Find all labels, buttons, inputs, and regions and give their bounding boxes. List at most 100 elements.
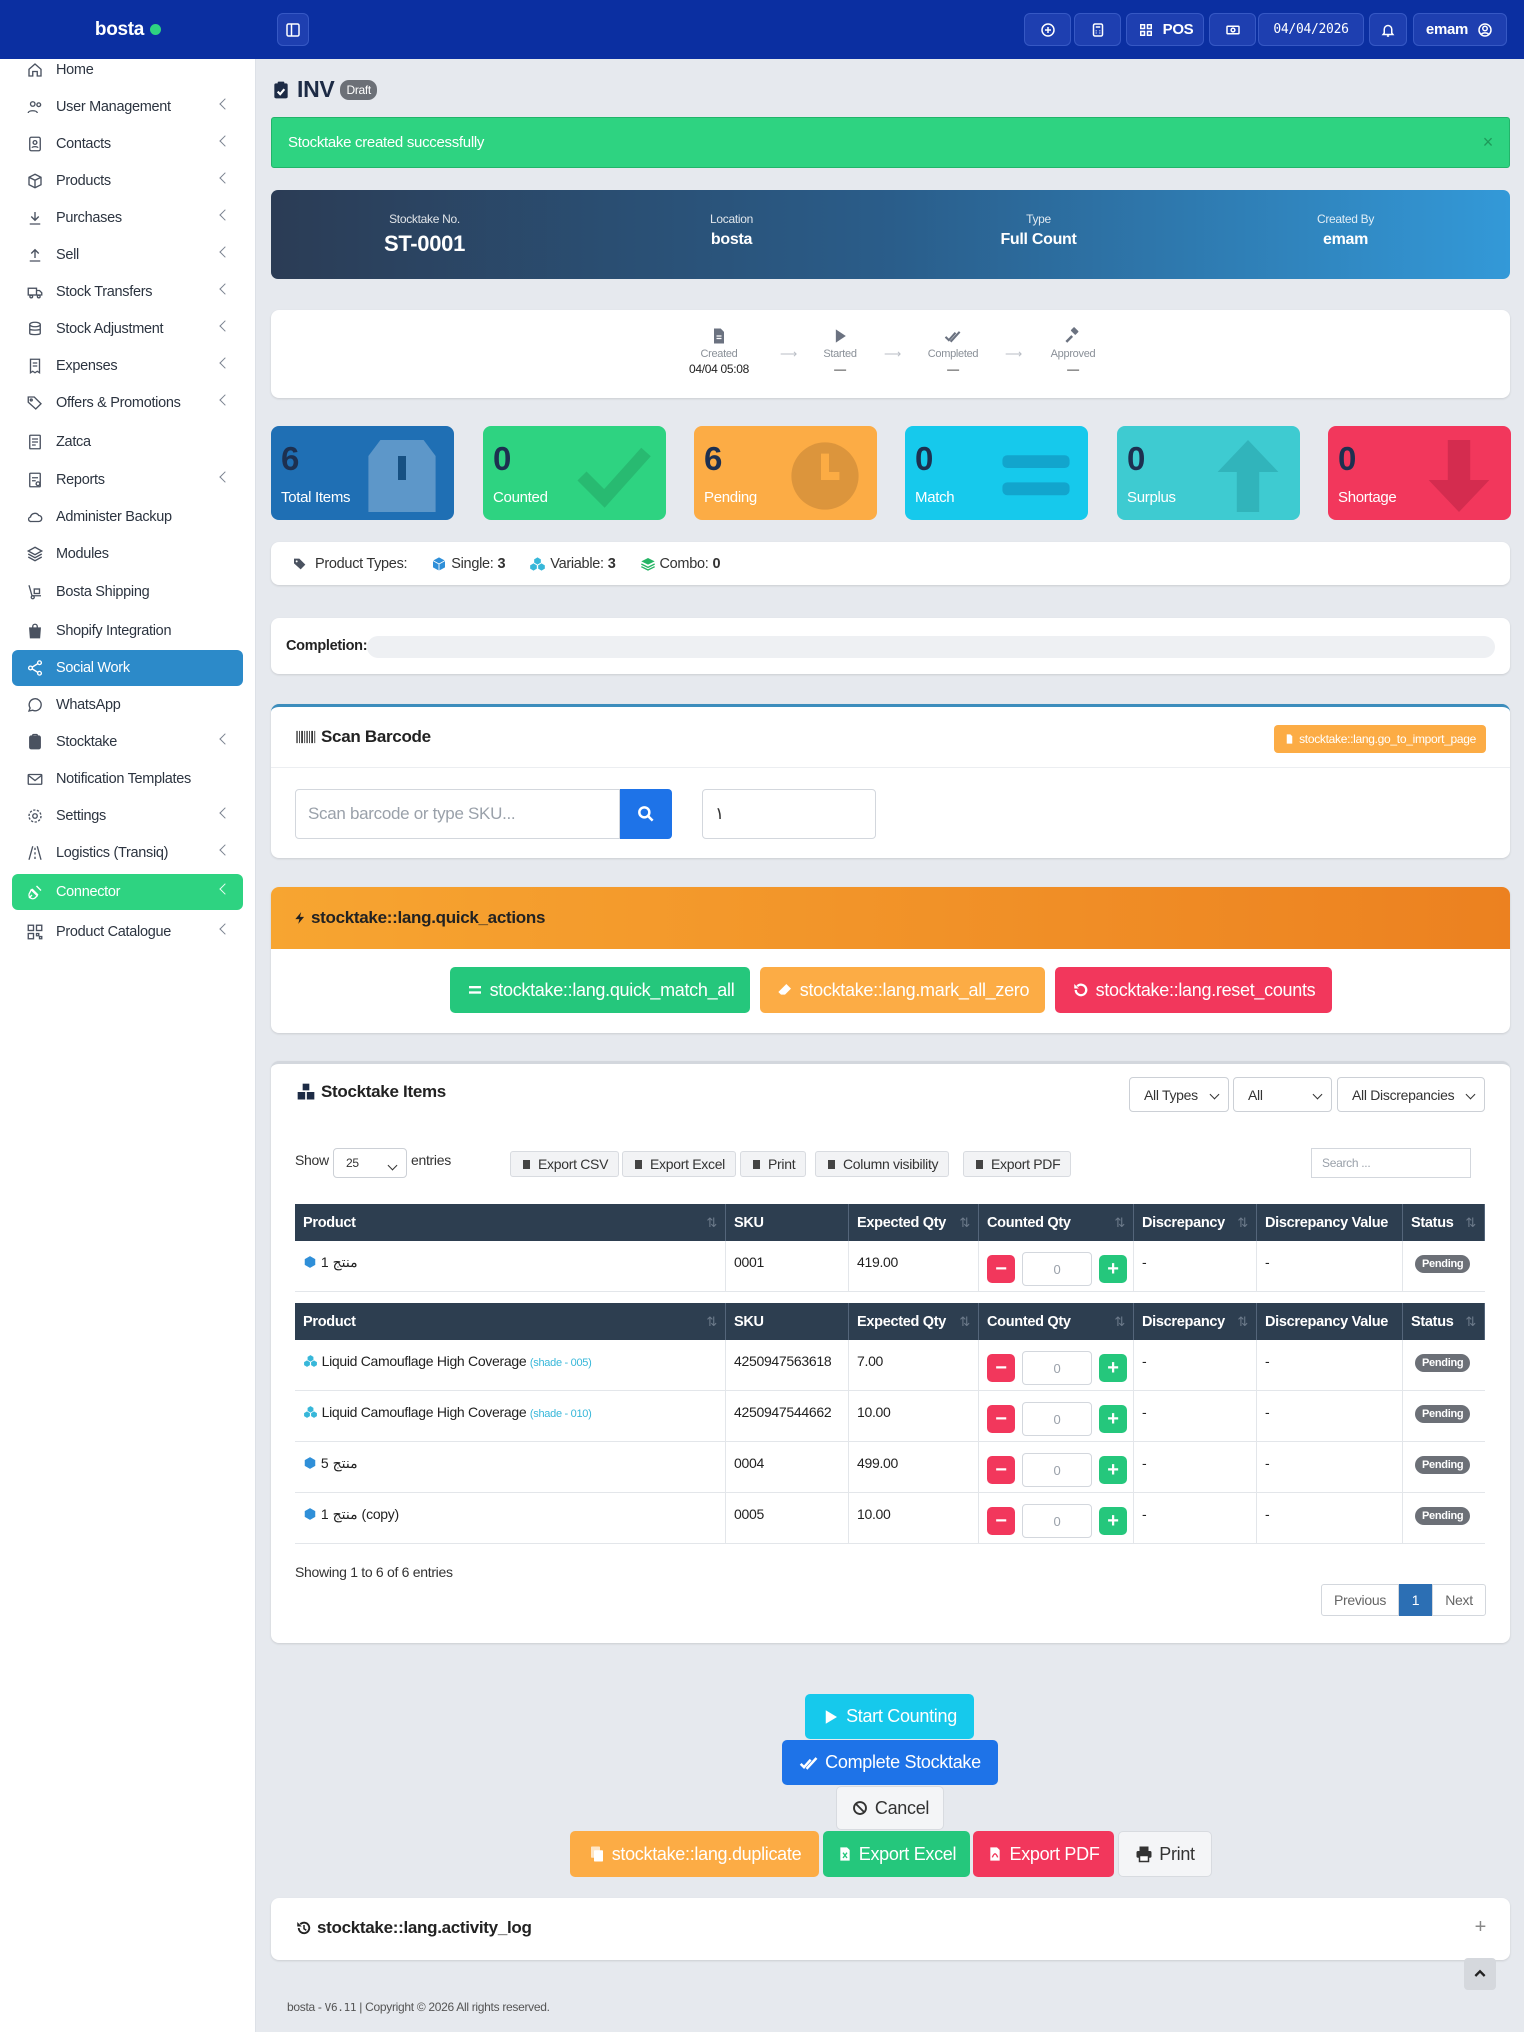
decrement-button[interactable]: − <box>987 1405 1015 1433</box>
sidebar-item-products[interactable]: Products <box>12 163 243 199</box>
page-size-select[interactable]: 25 <box>333 1148 407 1178</box>
increment-button[interactable]: + <box>1099 1354 1127 1382</box>
column-header-label: Discrepancy Value <box>1265 1313 1389 1330</box>
column-header-discrepancy[interactable]: Discrepancy ⇅ <box>1134 1204 1257 1241</box>
increment-button[interactable]: + <box>1099 1255 1127 1283</box>
sidebar-item-user-management[interactable]: User Management <box>12 89 243 125</box>
activity-log-toggle[interactable]: + <box>1474 1916 1487 1938</box>
add-button[interactable] <box>1024 13 1071 46</box>
column-header-status[interactable]: Status ⇅ <box>1403 1303 1485 1340</box>
column-header-product[interactable]: Product ⇅ <box>295 1303 726 1340</box>
sidebar-item-social-work[interactable]: Social Work <box>12 650 243 686</box>
tool-print-button[interactable]: Print <box>740 1151 807 1177</box>
tool-export-pdf-button[interactable]: Export PDF <box>963 1151 1072 1177</box>
discrepancy-filter-select[interactable]: All Discrepancies <box>1337 1077 1485 1112</box>
tool-column-visibility-button[interactable]: Column visibility <box>815 1151 950 1177</box>
date-display: 04/04/2026 <box>1258 13 1364 46</box>
duplicate-button[interactable]: stocktake::lang.duplicate <box>570 1831 819 1877</box>
sidebar-item-zatca[interactable]: Zatca <box>12 424 243 460</box>
sidebar-item-home[interactable]: Home <box>12 52 243 88</box>
sidebar-item-bosta-shipping[interactable]: Bosta Shipping <box>12 574 243 610</box>
counted-qty-input[interactable]: 0 <box>1022 1402 1092 1436</box>
barcode-search-button[interactable] <box>620 789 672 839</box>
sidebar-item-contacts[interactable]: Contacts <box>12 126 243 162</box>
calculator-button[interactable] <box>1074 13 1121 46</box>
cancel-button[interactable]: Cancel <box>836 1786 944 1830</box>
sidebar-item-whatsapp[interactable]: WhatsApp <box>12 687 243 723</box>
alert-close-button[interactable]: × <box>1482 132 1494 152</box>
sidebar-item-label: Products <box>56 173 111 189</box>
sidebar-item-product-catalogue[interactable]: Product Catalogue <box>12 914 243 950</box>
increment-button[interactable]: + <box>1099 1507 1127 1535</box>
sidebar-item-label: Reports <box>56 472 105 488</box>
tool-export-csv-button[interactable]: Export CSV <box>510 1151 620 1177</box>
notifications-button[interactable] <box>1369 13 1407 46</box>
cash-button[interactable] <box>1209 13 1256 46</box>
cubes-icon <box>530 556 546 571</box>
counted-qty-input[interactable]: 0 <box>1022 1252 1092 1286</box>
sidebar-item-settings[interactable]: Settings <box>12 798 243 834</box>
barcode-search-input[interactable]: Scan barcode or type SKU... <box>295 789 620 839</box>
status-filter-select[interactable]: All <box>1233 1077 1332 1112</box>
column-header-discrepancy-value[interactable]: Discrepancy Value <box>1257 1303 1403 1340</box>
brand-logo[interactable]: bosta <box>0 0 256 59</box>
column-header-counted-qty[interactable]: Counted Qty ⇅ <box>979 1303 1134 1340</box>
column-header-expected-qty[interactable]: Expected Qty ⇅ <box>849 1204 979 1241</box>
column-header-discrepancy[interactable]: Discrepancy ⇅ <box>1134 1303 1257 1340</box>
quick-match-all-button[interactable]: stocktake::lang.quick_match_all <box>450 967 750 1013</box>
sidebar-item-modules[interactable]: Modules <box>12 536 243 572</box>
import-page-button[interactable]: stocktake::lang.go_to_import_page <box>1274 725 1486 753</box>
decrement-button[interactable]: − <box>987 1354 1015 1382</box>
location-block: Location bosta <box>578 212 885 249</box>
sidebar-item-stock-transfers[interactable]: Stock Transfers <box>12 274 243 310</box>
counted-qty-cell: −0 + <box>979 1391 1134 1442</box>
quantity-input[interactable]: ١ <box>702 789 876 839</box>
pagination-previous[interactable]: Previous <box>1321 1584 1399 1616</box>
sidebar-item-stocktake[interactable]: Stocktake <box>12 724 243 760</box>
column-header-counted-qty[interactable]: Counted Qty ⇅ <box>979 1204 1134 1241</box>
column-header-sku[interactable]: SKU <box>726 1303 849 1340</box>
decrement-button[interactable]: − <box>987 1255 1015 1283</box>
sidebar-item-shopify-integration[interactable]: Shopify Integration <box>12 613 243 649</box>
start-counting-button[interactable]: Start Counting <box>805 1694 974 1739</box>
counted-qty-input[interactable]: 0 <box>1022 1504 1092 1538</box>
reset-counts-button[interactable]: stocktake::lang.reset_counts <box>1055 967 1332 1013</box>
back-to-top-button[interactable] <box>1464 1958 1496 1990</box>
sidebar-item-notification-templates[interactable]: Notification Templates <box>12 761 243 797</box>
mark-all-zero-button[interactable]: stocktake::lang.mark_all_zero <box>760 967 1045 1013</box>
complete-stocktake-button[interactable]: Complete Stocktake <box>782 1740 998 1785</box>
decrement-button[interactable]: − <box>987 1456 1015 1484</box>
sidebar-item-reports[interactable]: Reports <box>12 462 243 498</box>
pos-button[interactable]: POS <box>1126 13 1204 46</box>
counted-qty-input[interactable]: 0 <box>1022 1351 1092 1385</box>
sidebar-item-stock-adjustment[interactable]: Stock Adjustment <box>12 311 243 347</box>
sidebar-item-offers-promotions[interactable]: Offers & Promotions <box>12 385 243 421</box>
sidebar-item-connector[interactable]: Connector <box>12 874 243 910</box>
column-header-expected-qty[interactable]: Expected Qty ⇅ <box>849 1303 979 1340</box>
export-excel-button[interactable]: Export Excel <box>823 1831 970 1877</box>
pagination-page-1[interactable]: 1 <box>1399 1584 1432 1616</box>
sidebar-toggle-button[interactable] <box>277 13 309 46</box>
decrement-button[interactable]: − <box>987 1507 1015 1535</box>
sidebar-item-expenses[interactable]: Expenses <box>12 348 243 384</box>
column-header-sku[interactable]: SKU <box>726 1204 849 1241</box>
increment-button[interactable]: + <box>1099 1456 1127 1484</box>
type-filter-select[interactable]: All Types <box>1129 1077 1229 1112</box>
activity-log-card[interactable]: stocktake::lang.activity_log + <box>271 1898 1510 1960</box>
column-header-product[interactable]: Product ⇅ <box>295 1204 726 1241</box>
column-header-discrepancy-value[interactable]: Discrepancy Value <box>1257 1204 1403 1241</box>
sidebar-item-logistics-transiq[interactable]: Logistics (Transiq) <box>12 835 243 871</box>
table-search-input[interactable]: Search ... <box>1311 1148 1471 1178</box>
user-menu[interactable]: emam <box>1413 13 1507 46</box>
export-pdf-button[interactable]: Export PDF <box>973 1831 1114 1877</box>
tool-label: Export Excel <box>650 1156 725 1172</box>
column-header-status[interactable]: Status ⇅ <box>1403 1204 1485 1241</box>
sidebar-item-administer-backup[interactable]: Administer Backup <box>12 499 243 535</box>
sidebar-item-sell[interactable]: Sell <box>12 237 243 273</box>
print-button[interactable]: Print <box>1118 1831 1212 1877</box>
sidebar-item-purchases[interactable]: Purchases <box>12 200 243 236</box>
tool-export-excel-button[interactable]: Export Excel <box>622 1151 736 1177</box>
counted-qty-input[interactable]: 0 <box>1022 1453 1092 1487</box>
pagination-next[interactable]: Next <box>1432 1584 1486 1616</box>
increment-button[interactable]: + <box>1099 1405 1127 1433</box>
